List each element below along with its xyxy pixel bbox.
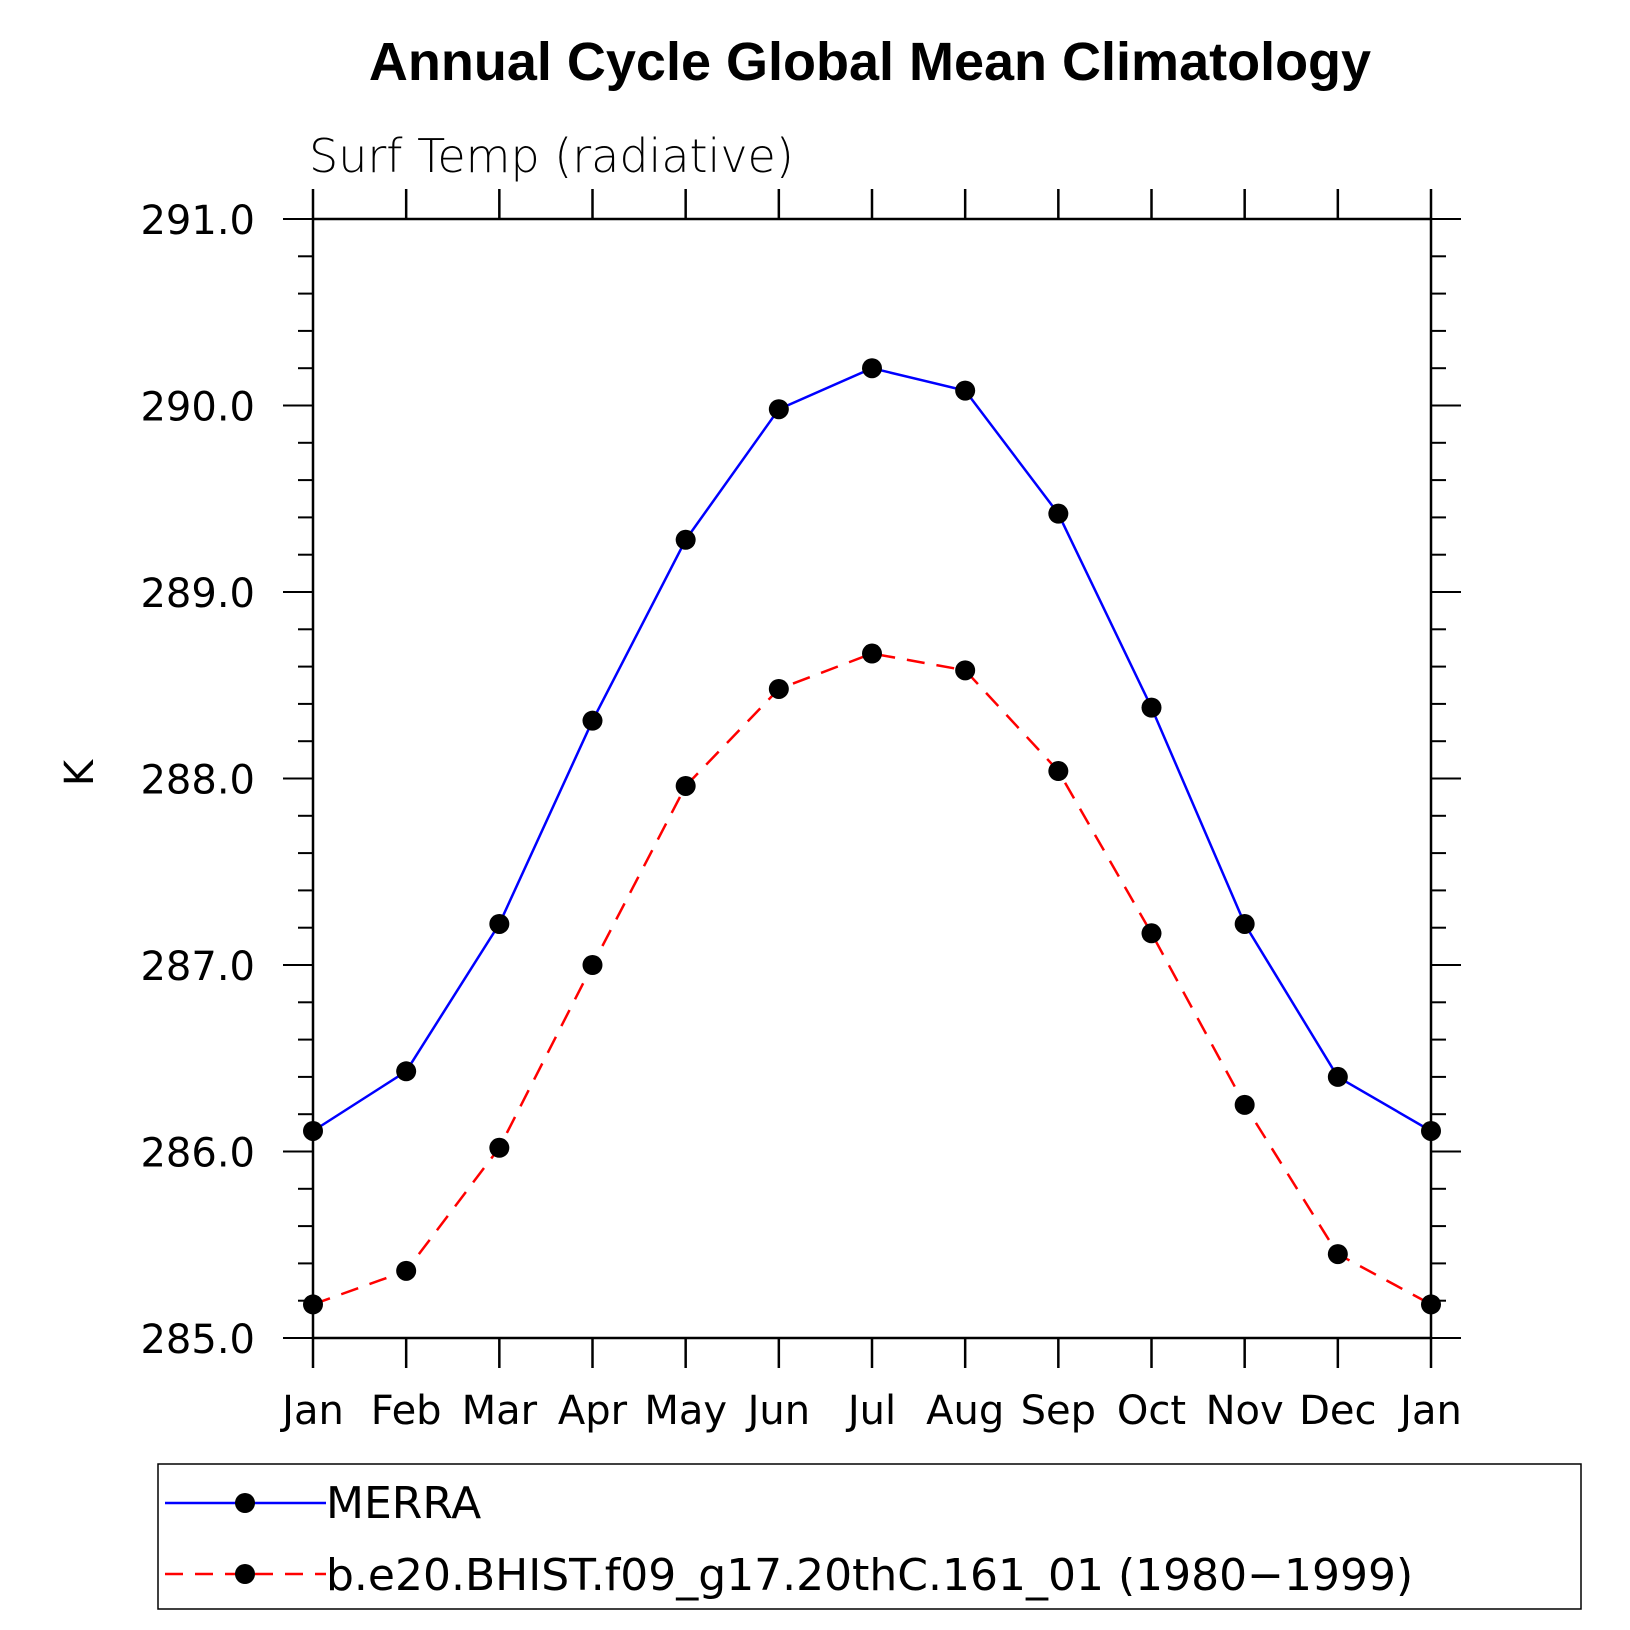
y-tick-label: 287.0 [140, 944, 255, 990]
y-tick-label: 285.0 [140, 1317, 255, 1363]
x-tick-label: Sep [1021, 1388, 1096, 1434]
data-point-series-2 [1327, 1244, 1348, 1265]
y-tick-label: 290.0 [140, 385, 255, 431]
y-tick-label: 291.0 [140, 198, 255, 244]
legend-label-series-1: MERRA [326, 1478, 481, 1529]
data-point-series-2 [862, 643, 882, 664]
series-line-2 [312, 652, 1432, 1306]
data-point-series-2 [489, 1137, 510, 1158]
data-point-series-2 [1234, 1094, 1255, 1115]
data-point-series-1 [582, 710, 603, 731]
plot-series [303, 358, 1441, 1315]
data-point-series-2 [1141, 923, 1162, 944]
data-point-series-2 [768, 678, 789, 699]
x-tick-label: Jan [1397, 1388, 1462, 1434]
x-tick-label: Jun [745, 1388, 811, 1434]
data-point-series-1 [1421, 1120, 1441, 1141]
data-point-series-2 [396, 1260, 417, 1281]
data-point-series-2 [303, 1294, 323, 1315]
data-point-series-1 [768, 399, 789, 420]
tick-labels: Jan Feb Mar Apr May Jun Jul Aug Sep Oct Nov Dec Jan 2… [140, 198, 1461, 1434]
x-tick-label: Apr [558, 1388, 628, 1434]
x-tick-label: Dec [1299, 1388, 1376, 1434]
data-point-series-2 [1421, 1294, 1441, 1315]
chart-subtitle: Surf Temp (radiative) [309, 129, 794, 183]
legend-marker-series-1 [235, 1493, 255, 1513]
x-tick-label: Oct [1117, 1388, 1186, 1434]
y-tick-label: 288.0 [140, 758, 255, 804]
x-tick-label: Jan [279, 1388, 344, 1434]
x-tick-label: Feb [371, 1388, 442, 1434]
chart-title: Annual Cycle Global Mean Climatology [369, 32, 1371, 92]
y-tick-label: 286.0 [140, 1131, 255, 1177]
data-point-series-1 [303, 1120, 323, 1141]
legend: MERRA b.e20.BHIST.f09_g17.20thC.161_01 (… [157, 1463, 1582, 1610]
y-axis-label: K [57, 758, 103, 786]
data-point-series-2 [582, 955, 603, 975]
data-point-series-2 [955, 660, 976, 681]
x-tick-label: Aug [926, 1388, 1004, 1434]
data-point-series-1 [489, 913, 510, 934]
x-tick-label: Mar [462, 1388, 538, 1434]
axes [283, 189, 1461, 1368]
data-point-series-2 [1048, 761, 1069, 782]
data-point-series-1 [955, 380, 976, 401]
data-point-series-1 [862, 358, 882, 379]
x-tick-label: May [644, 1388, 727, 1434]
x-tick-label: Jul [845, 1388, 896, 1434]
legend-marker-series-2 [235, 1564, 255, 1584]
data-point-series-1 [396, 1061, 417, 1082]
y-tick-label: 289.0 [140, 571, 255, 617]
plot-frame [311, 217, 1433, 1340]
legend-label-series-2: b.e20.BHIST.f09_g17.20thC.161_01 (1980−1… [326, 1550, 1413, 1601]
data-point-series-1 [1327, 1066, 1348, 1087]
legend-box [157, 1463, 1582, 1610]
x-tick-label: Nov [1206, 1388, 1284, 1434]
data-point-series-1 [1141, 697, 1162, 718]
data-point-series-1 [1234, 913, 1255, 934]
data-point-series-1 [675, 529, 696, 550]
data-point-series-1 [1048, 503, 1069, 524]
data-point-series-2 [675, 775, 696, 796]
series-line-1 [312, 366, 1432, 1133]
